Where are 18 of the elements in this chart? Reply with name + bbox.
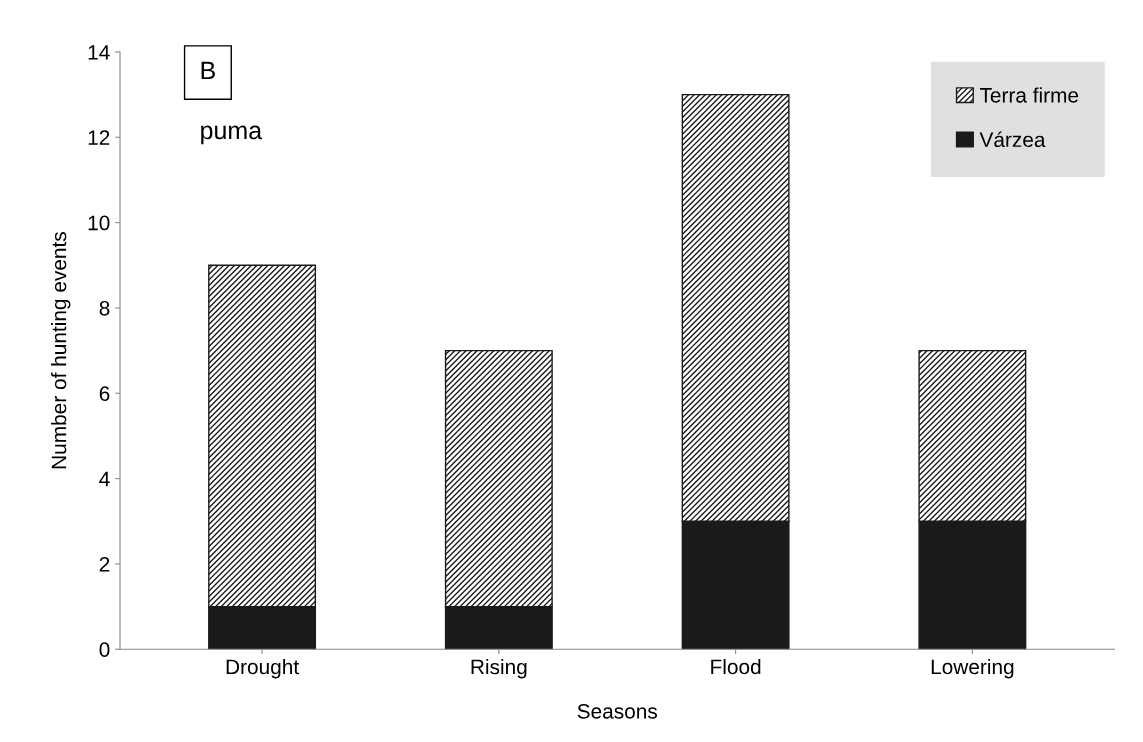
- x-axis-title: Seasons: [577, 703, 658, 719]
- y-tick-label: 4: [99, 471, 110, 487]
- annotation: B: [201, 61, 215, 80]
- legend-label: Várzea: [979, 131, 1046, 148]
- x-tick-label: Drought: [226, 658, 299, 679]
- y-tick-label: 6: [99, 386, 110, 402]
- y-tick-label: 0: [99, 642, 110, 657]
- legend-label: Terra firme: [979, 87, 1079, 103]
- y-tick-label: 14: [88, 45, 110, 60]
- x-tick-label: Flood: [711, 658, 761, 675]
- x-tick-label: Lowering: [931, 658, 1014, 679]
- y-tick-label: 10: [88, 215, 110, 231]
- y-tick-label: 12: [88, 130, 110, 145]
- y-axis-title: Number of hunting events: [51, 232, 71, 469]
- y-tick-label: 8: [99, 300, 110, 316]
- annotation: puma: [201, 125, 263, 145]
- x-tick-label: Rising: [471, 658, 527, 679]
- y-tick-label: 2: [99, 556, 110, 572]
